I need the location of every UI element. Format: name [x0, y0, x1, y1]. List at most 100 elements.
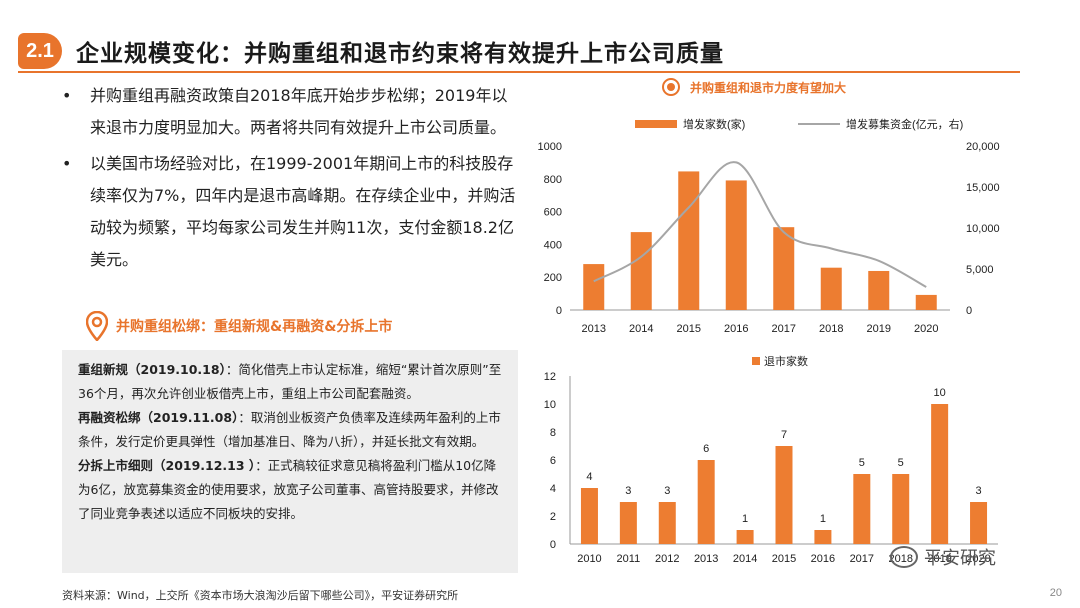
bar [630, 232, 652, 310]
bar [580, 488, 598, 544]
bullet-item: • 以美国市场经验对比，在1999-2001年期间上市的科技股存续率仅为7%，四… [62, 148, 522, 276]
x-tick-label: 2017 [772, 323, 796, 335]
data-label: 1 [742, 513, 748, 525]
x-tick-label: 2019 [927, 553, 951, 565]
data-label: 3 [664, 485, 670, 497]
y-tick-label: 8 [550, 427, 556, 439]
chart1-title-text: 并购重组和退市力度有望加大 [690, 80, 847, 95]
x-tick-label: 2015 [772, 553, 796, 565]
bar [725, 180, 747, 310]
x-tick-label: 2016 [811, 553, 835, 565]
legend-label: 增发家数(家) [683, 117, 745, 131]
y-tick-label: 200 [544, 272, 562, 284]
legend-label: 增发募集资金(亿元，右) [846, 117, 963, 131]
chart-delisting: 退市家数 0 2 4 6 8 10 12 4 2010 3 2011 3 2012 6 2013 1 2014 7 2… [544, 354, 998, 565]
data-label: 1 [820, 513, 826, 525]
y2-tick-label: 10,000 [966, 223, 1000, 235]
sub-heading: 并购重组松绑：重组新规&再融资&分拆上市 [86, 311, 392, 341]
bullet-dot-icon: • [62, 86, 72, 105]
y2-tick-label: 5,000 [966, 264, 994, 276]
source-footnote: 资料来源：Wind，上交所《资本市场大浪淘沙后留下哪些公司》，平安证券研究所 [62, 589, 459, 602]
y-tick-label: 6 [550, 455, 556, 467]
bar [970, 502, 988, 544]
y2-tick-label: 0 [966, 305, 972, 317]
policy-head: 再融资松绑（2019.11.08） [78, 410, 239, 425]
policy-item: 重组新规（2019.10.18）：简化借壳上市认定标准，缩短“累计首次原则”至3… [78, 358, 502, 406]
data-label: 10 [934, 387, 946, 399]
bar [736, 530, 754, 544]
policy-body: ：简化借壳上市认定标准，缩短“累计首次原则”至36个月，再次允许创业板借壳上市，… [78, 362, 502, 401]
bar [697, 460, 715, 544]
data-label: 6 [703, 443, 709, 455]
bar [931, 404, 949, 544]
y-tick-label: 10 [544, 399, 556, 411]
policy-head: 分拆上市细则（2019.12.13 ） [78, 458, 256, 473]
policy-body: ：取消创业板资产负债率及连续两年盈利的上市条件，发行定价更具弹性（增加基准日、降… [78, 410, 501, 449]
x-tick-label: 2012 [655, 553, 679, 565]
bullet-text: 并购重组再融资政策自2018年底开始步步松绑；2019年以来退市力度明显加大。两… [90, 86, 508, 137]
x-tick-label: 2010 [577, 553, 601, 565]
y-tick-label: 4 [550, 483, 556, 495]
bullet-dot-icon: • [62, 154, 72, 173]
section-number-badge: 2.1 [18, 33, 62, 69]
series-line [593, 161, 927, 288]
legend-swatch-bars [635, 120, 677, 128]
y-tick-label: 600 [544, 207, 562, 219]
data-label: 7 [781, 429, 787, 441]
y-tick-label: 12 [544, 371, 556, 383]
data-label: 5 [859, 457, 865, 469]
slide-header: 2.1 企业规模变化：并购重组和退市约束将有效提升上市公司质量 [18, 32, 724, 70]
bar [820, 267, 842, 310]
legend-label: 退市家数 [764, 354, 808, 368]
header-divider [18, 71, 1020, 73]
policy-body: ：正式稿较征求意见稿将盈利门槛从10亿降为6亿，放宽募集资金的使用要求，放宽子公… [78, 458, 499, 521]
bullet-list: • 并购重组再融资政策自2018年底开始步步松绑；2019年以来退市力度明显加大… [62, 80, 522, 280]
policy-box: 重组新规（2019.10.18）：简化借壳上市认定标准，缩短“累计首次原则”至3… [62, 350, 518, 573]
bar [583, 264, 605, 310]
policy-item: 再融资松绑（2019.11.08）：取消创业板资产负债率及连续两年盈利的上市条件… [78, 406, 502, 454]
bar [868, 270, 890, 310]
x-tick-label: 2020 [966, 553, 990, 565]
chart-issuance: 增发家数(家) 增发募集资金(亿元，右) 0 200 400 600 800 1000 0 5,0… [538, 117, 1000, 335]
bar [678, 171, 700, 310]
bar [619, 502, 637, 544]
x-tick-label: 2019 [867, 323, 891, 335]
x-tick-label: 2018 [819, 323, 843, 335]
y-tick-label: 0 [556, 305, 562, 317]
data-label: 4 [586, 471, 592, 483]
y2-tick-label: 20,000 [966, 141, 1000, 153]
bar [775, 446, 793, 544]
x-tick-label: 2016 [724, 323, 748, 335]
page-number: 20 [1049, 587, 1062, 599]
sub-heading-text: 并购重组松绑：重组新规&再融资&分拆上市 [116, 319, 393, 335]
x-tick-label: 2020 [914, 323, 938, 335]
watermark-text: 平安研究 [924, 548, 996, 569]
x-tick-label: 2011 [617, 553, 641, 565]
bar [658, 502, 676, 544]
watermark: 平安研究 [890, 544, 996, 570]
bar [915, 294, 937, 310]
x-tick-label: 2014 [629, 323, 653, 335]
data-label: 3 [975, 485, 981, 497]
data-label: 3 [625, 485, 631, 497]
bullet-item: • 并购重组再融资政策自2018年底开始步步松绑；2019年以来退市力度明显加大… [62, 80, 522, 144]
x-tick-label: 2013 [694, 553, 718, 565]
y-tick-label: 0 [550, 539, 556, 551]
x-tick-label: 2014 [733, 553, 757, 565]
target-icon [662, 78, 680, 96]
legend-swatch-bars [752, 357, 760, 365]
y-tick-label: 400 [544, 239, 562, 251]
policy-item: 分拆上市细则（2019.12.13 ）：正式稿较征求意见稿将盈利门槛从10亿降为… [78, 454, 502, 526]
bar [773, 227, 795, 310]
x-tick-label: 2013 [582, 323, 606, 335]
page-title: 企业规模变化：并购重组和退市约束将有效提升上市公司质量 [76, 41, 724, 67]
data-label: 5 [898, 457, 904, 469]
x-tick-label: 2017 [850, 553, 874, 565]
bar [814, 530, 832, 544]
bullet-text: 以美国市场经验对比，在1999-2001年期间上市的科技股存续率仅为7%，四年内… [90, 154, 516, 269]
y-tick-label: 1000 [538, 141, 562, 153]
wechat-icon [890, 546, 918, 568]
y2-tick-label: 15,000 [966, 182, 1000, 194]
bar [853, 474, 871, 544]
policy-head: 重组新规（2019.10.18） [78, 362, 226, 377]
